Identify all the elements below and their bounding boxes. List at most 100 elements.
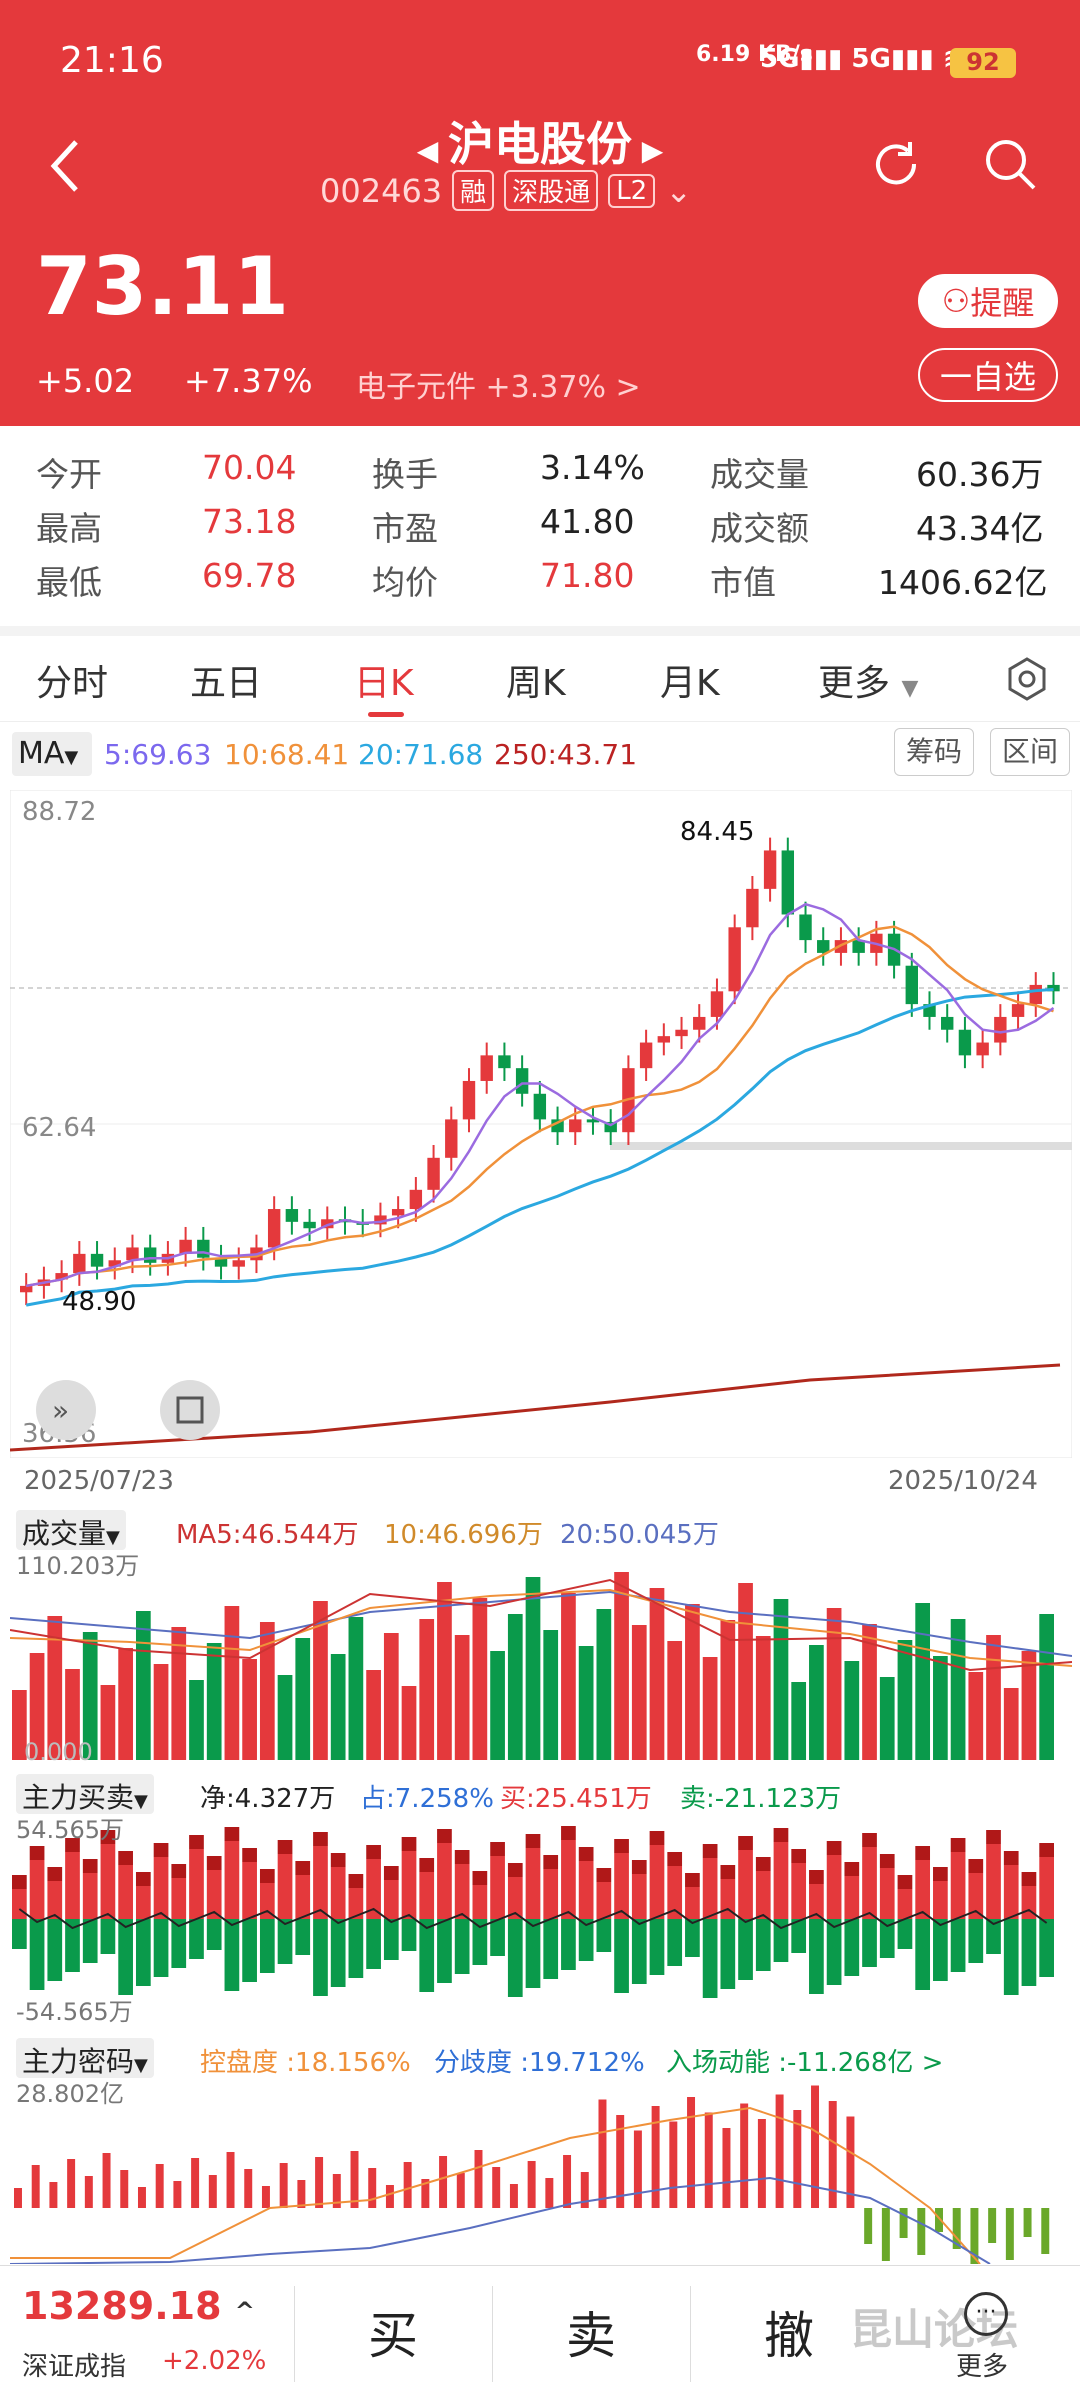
volume-selector[interactable]: 成交量▼ — [16, 1510, 126, 1550]
square-icon — [176, 1396, 204, 1424]
cancel-button[interactable]: 撤 — [764, 2307, 814, 2365]
vol-ymax: 110.203万 — [16, 1552, 139, 1580]
watchlist-button[interactable]: 一自选 — [918, 348, 1058, 402]
flow-bar — [153, 1843, 169, 1857]
back-icon[interactable] — [46, 136, 86, 196]
flow-bar — [738, 1919, 753, 1980]
more-label[interactable]: 更多 — [956, 2352, 1009, 2382]
stat-mktcap: 1406.62亿 — [878, 563, 1048, 602]
tag-l2[interactable]: L2 — [608, 173, 656, 208]
ma250-value: 250:43.71 — [494, 738, 638, 771]
flow-bar — [277, 1919, 293, 1964]
code-bar — [49, 2182, 58, 2208]
code-bar — [226, 2152, 235, 2208]
alert-button[interactable]: ⚇ 提醒 — [918, 274, 1058, 328]
flow-bar — [968, 1919, 984, 1963]
flow-bar — [826, 1919, 842, 1985]
flow-bar — [525, 1834, 541, 1848]
sell-button[interactable]: 卖 — [566, 2307, 616, 2365]
candle — [285, 1209, 299, 1222]
flow-bar — [685, 1887, 700, 1919]
flow-bar — [631, 1874, 647, 1919]
flow-bar — [366, 1845, 381, 1859]
tab-weekly[interactable]: 周K — [506, 663, 566, 704]
tab-daily[interactable]: 日K — [354, 663, 414, 704]
fullscreen-icon[interactable] — [160, 1380, 220, 1440]
search-icon[interactable] — [980, 134, 1040, 194]
flow-bar — [667, 1866, 683, 1919]
flow-bar — [472, 1919, 488, 1965]
flow-bar — [490, 1842, 505, 1856]
flow-selector[interactable]: 主力买卖▼ — [16, 1774, 154, 1814]
code-bar — [704, 2112, 713, 2208]
flow-bar — [401, 1919, 417, 1951]
flow-bar — [100, 1919, 116, 1954]
expand-icon[interactable] — [36, 1380, 96, 1440]
code-selector[interactable]: 主力密码▼ — [16, 2038, 154, 2078]
range-button[interactable]: 区间 — [990, 728, 1070, 776]
candle — [1047, 984, 1060, 992]
flow-bar — [879, 1868, 895, 1919]
volume-bar — [135, 1611, 151, 1760]
volume-bar — [631, 1625, 647, 1760]
refresh-icon[interactable] — [866, 134, 926, 194]
stock-title[interactable]: ◀ 沪电股份 ▶ — [416, 117, 664, 171]
ma-selector[interactable]: MA▼ — [12, 732, 92, 776]
flow-bar — [383, 1919, 399, 1960]
flow-bar — [330, 1919, 346, 1987]
kline-chart[interactable]: 88.72 62.64 36.56 84.45 48.90 » — [10, 790, 1072, 1458]
stat-label: 市值 — [710, 563, 776, 602]
chevron-up-icon: ^ — [234, 2297, 255, 2325]
more-icon[interactable]: ··· — [964, 2292, 1008, 2336]
code-bar — [598, 2099, 607, 2208]
flow-bar — [29, 1846, 45, 1860]
double-chevron-icon: » — [52, 1394, 69, 1427]
stats-panel: 今开 70.04 换手 3.14% 成交量 60.36万 最高 73.18 市盈… — [0, 426, 1080, 626]
settings-icon[interactable] — [1004, 656, 1050, 702]
flow-bar — [685, 1873, 700, 1887]
chevron-down-icon[interactable]: ⌄ — [665, 171, 693, 210]
code-row: 002463 融 深股通 L2 ⌄ — [320, 170, 692, 211]
volume-bar — [702, 1657, 718, 1760]
flow-bar — [82, 1919, 98, 1963]
flow-bar — [755, 1919, 771, 1971]
volume-bar — [313, 1601, 328, 1760]
volume-bar — [968, 1672, 984, 1760]
volume-bar — [242, 1659, 257, 1760]
tab-more[interactable]: 更多 ▼ — [818, 663, 919, 704]
chips-button[interactable]: 筹码 — [894, 728, 974, 776]
flow-bar — [259, 1883, 275, 1919]
flow-bar — [614, 1853, 629, 1919]
support-band — [610, 1142, 1072, 1150]
volume-bar — [791, 1682, 807, 1760]
entry-value[interactable]: 入场动能 :-11.268亿 > — [666, 2048, 944, 2078]
volume-bar — [578, 1646, 594, 1760]
buy-button[interactable]: 买 — [368, 2307, 418, 2365]
code-bar — [403, 2162, 412, 2208]
bottom-bar: 13289.18 ^ 深证成指 +2.02% 买 卖 撤 昆山论坛 ··· 更多 — [0, 2265, 1080, 2400]
flow-bar — [1003, 1919, 1019, 1995]
flow-ymax: 54.565万 — [16, 1816, 124, 1844]
flow-bar — [277, 1854, 293, 1919]
candle — [427, 1157, 440, 1190]
flow-bar — [330, 1853, 346, 1867]
code-bar — [580, 2172, 589, 2208]
flow-bar — [844, 1919, 860, 1976]
code-ymax: 28.802亿 — [16, 2080, 124, 2108]
diverge-line — [10, 2176, 991, 2264]
flow-bar — [507, 1919, 523, 1997]
flow-bar — [702, 1858, 718, 1919]
high-annotation: 84.45 — [680, 817, 754, 847]
code-bar — [651, 2106, 660, 2208]
tab-5day[interactable]: 五日 — [190, 663, 263, 704]
candle — [108, 1260, 121, 1267]
index-value[interactable]: 13289.18 ^ — [22, 2284, 255, 2328]
flow-bar — [118, 1919, 133, 1995]
volume-bar — [153, 1664, 169, 1760]
tab-monthly[interactable]: 月K — [660, 663, 720, 704]
flow-bar — [366, 1919, 381, 1969]
tab-intraday[interactable]: 分时 — [36, 663, 109, 704]
flow-bar — [986, 1844, 1001, 1919]
sector-link[interactable]: 电子元件 +3.37% > — [356, 370, 641, 405]
flow-bar — [47, 1867, 63, 1881]
